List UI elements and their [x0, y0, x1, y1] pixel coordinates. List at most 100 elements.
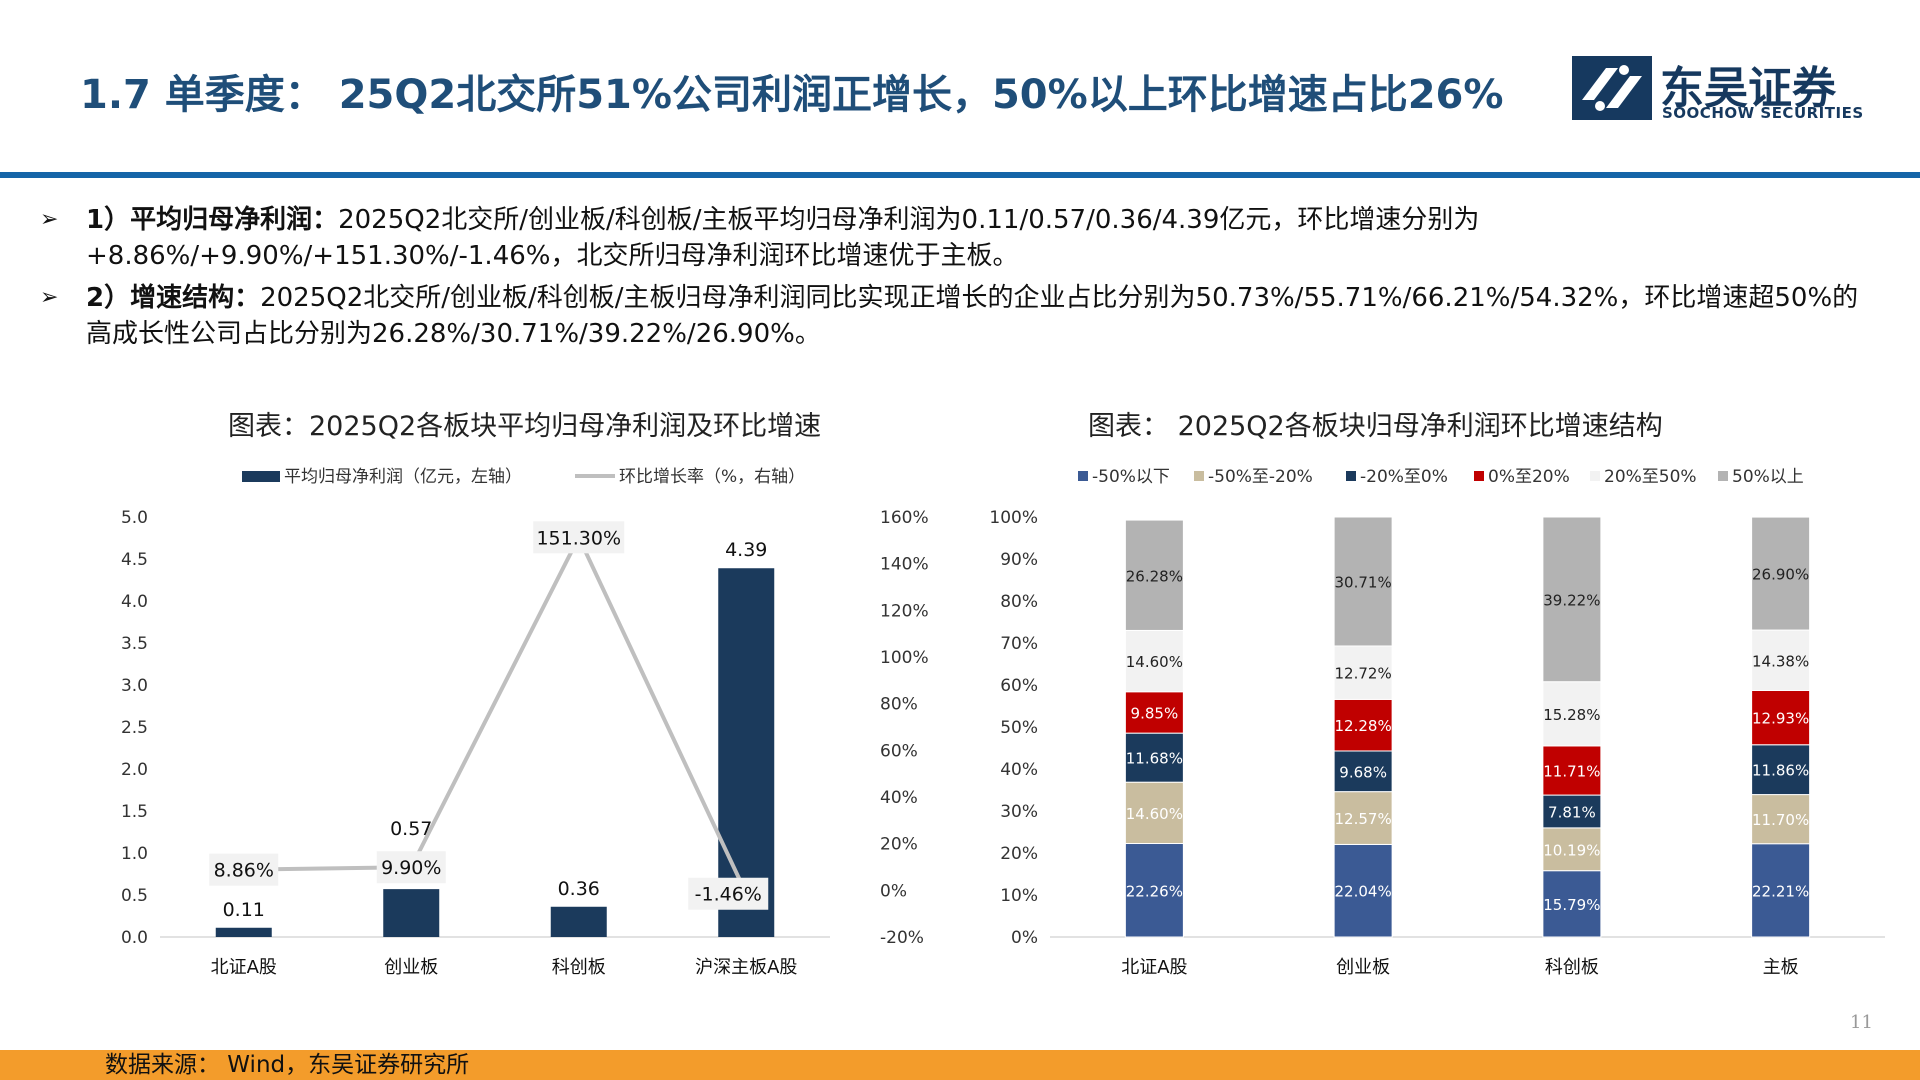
stack-segment [1542, 516, 1602, 683]
x-tick-label: 科创板 [1545, 957, 1599, 978]
growth-structure-chart: -50%以下 -50%至-20% -20%至0% 0%至20% 20%至50% 50%以上… [989, 467, 1885, 978]
y-tick-label: 50% [1000, 718, 1038, 738]
bar [718, 568, 775, 937]
segment-value-label: 15.79% [1543, 896, 1600, 914]
legend-swatch [1078, 471, 1088, 481]
segment-value-label: 10.19% [1543, 841, 1600, 859]
x-tick-label: 北证A股 [1121, 957, 1187, 978]
x-tick-label: 创业板 [384, 957, 438, 978]
y-tick-label: 3.5 [121, 634, 148, 654]
right-chart-title: 图表： 2025Q2各板块归母净利润环比增速结构 [1088, 411, 1663, 442]
y-tick-label: 30% [1000, 802, 1038, 822]
y2-tick-label: 0% [880, 881, 907, 901]
arrow-bullet-icon: ➢ [40, 207, 59, 232]
y-tick-label: 0.5 [121, 886, 148, 906]
x-tick-label: 主板 [1763, 957, 1799, 978]
header-divider [0, 172, 1920, 178]
footer-bar: 数据来源： Wind，东吴证券研究所 [0, 1050, 1920, 1080]
stack-segment [1333, 645, 1393, 700]
segment-value-label: 22.26% [1126, 882, 1183, 900]
stack-segment [1333, 791, 1393, 845]
stack-segment [1124, 843, 1184, 938]
bar [383, 889, 440, 937]
bar [215, 927, 272, 937]
segment-value-label: 9.85% [1131, 704, 1179, 722]
legend-label: 50%以上 [1732, 467, 1804, 487]
y2-tick-label: 160% [880, 508, 929, 528]
y-tick-label: 0.0 [121, 928, 148, 948]
y-tick-label: 2.0 [121, 760, 148, 780]
segment-value-label: 11.68% [1126, 750, 1183, 768]
data-source: 数据来源： Wind，东吴证券研究所 [105, 1052, 470, 1078]
segment-value-label: 11.86% [1752, 762, 1809, 780]
legend-swatch-bar [242, 471, 280, 482]
line-label-box [533, 521, 625, 554]
bullet-item: ➢ 2）增速结构：2025Q2北交所/创业板/科创板/主板归母净利润同比实现正增… [40, 280, 1860, 352]
stack-segment [1542, 681, 1602, 747]
summary-bullets: ➢ 1）平均归母净利润：2025Q2北交所/创业板/科创板/主板平均归母净利润为… [40, 202, 1860, 358]
y-tick-label: 80% [1000, 592, 1038, 612]
line-value-label: -1.46% [695, 884, 762, 906]
stack-segment [1124, 781, 1184, 845]
legend-label: 平均归母净利润（亿元，左轴） [284, 467, 522, 487]
line-label-box [209, 853, 279, 886]
legend-swatch [1590, 471, 1600, 481]
y-tick-label: 20% [1000, 844, 1038, 864]
legend-label: -50%至-20% [1208, 467, 1313, 487]
segment-value-label: 12.28% [1335, 717, 1392, 735]
legend-swatch [1718, 471, 1728, 481]
segment-value-label: 12.72% [1335, 665, 1392, 683]
line-value-label: 9.90% [381, 857, 441, 879]
soochow-logo-icon [1572, 56, 1652, 120]
segment-value-label: 39.22% [1543, 591, 1600, 609]
legend-swatch [1346, 471, 1356, 481]
line-label: -1.46% [688, 877, 769, 910]
segment-value-label: 30.71% [1335, 573, 1392, 591]
segment-value-label: 14.60% [1126, 805, 1183, 823]
segment-value-label: 14.60% [1126, 653, 1183, 671]
bar-value-label: 0.57 [390, 818, 432, 840]
y2-tick-label: 100% [880, 648, 929, 668]
company-logo: 东吴证券 SOOCHOW SECURITIES [1572, 54, 1863, 124]
y-tick-label: 100% [989, 508, 1038, 528]
stack-segment [1333, 516, 1393, 647]
stack-segment [1333, 698, 1393, 752]
y-tick-label: 2.5 [121, 718, 148, 738]
page-number: 11 [1850, 1012, 1873, 1033]
line-value-label: 151.30% [536, 527, 621, 549]
bullet-text: 2025Q2北交所/创业板/科创板/主板平均归母净利润为0.11/0.57/0.… [86, 205, 1480, 271]
logo-name-cn: 东吴证券 [1660, 63, 1836, 114]
segment-value-label: 11.71% [1543, 762, 1600, 780]
bullet-heading: 2）增速结构： [86, 283, 261, 313]
legend-swatch [1474, 471, 1484, 481]
line-label-box [688, 877, 769, 910]
segment-value-label: 11.70% [1752, 811, 1809, 829]
segment-value-label: 22.04% [1335, 883, 1392, 901]
stack-segment [1542, 870, 1602, 938]
y-tick-label: 70% [1000, 634, 1038, 654]
y-tick-label: 4.0 [121, 592, 148, 612]
segment-value-label: 26.90% [1752, 566, 1809, 584]
profit-growth-chart: 平均归母净利润（亿元，左轴） 环比增长率（%，右轴） 0.0 0.5 1.0 1.5 2.0… [121, 467, 929, 978]
segment-value-label: 12.93% [1752, 710, 1809, 728]
growth-line [243, 532, 749, 895]
line-value-label: 8.86% [214, 860, 274, 882]
segment-value-label: 22.21% [1752, 882, 1809, 900]
segment-value-label: 26.28% [1126, 567, 1183, 585]
y2-tick-label: 80% [880, 695, 918, 715]
line-label: 151.30% [533, 521, 625, 554]
legend-label: -20%至0% [1360, 467, 1448, 487]
y2-tick-label: 140% [880, 555, 929, 575]
stack-segment [1333, 750, 1393, 793]
y-tick-label: 3.0 [121, 676, 148, 696]
stack-segment [1751, 516, 1811, 631]
stack-segment [1751, 843, 1811, 938]
legend-label: 环比增长率（%，右轴） [619, 467, 805, 487]
chart-legend: -50%以下 -50%至-20% -20%至0% 0%至20% 20%至50% 50%以上 [1078, 467, 1804, 487]
x-tick-label: 北证A股 [211, 957, 277, 978]
bullet-text: 2025Q2北交所/创业板/科创板/主板归母净利润同比实现正增长的企业占比分别为… [86, 283, 1859, 349]
stack-segment [1751, 794, 1811, 845]
legend-label: -50%以下 [1092, 467, 1170, 487]
x-tick-label: 沪深主板A股 [695, 957, 797, 978]
y2-tick-label: 40% [880, 788, 918, 808]
